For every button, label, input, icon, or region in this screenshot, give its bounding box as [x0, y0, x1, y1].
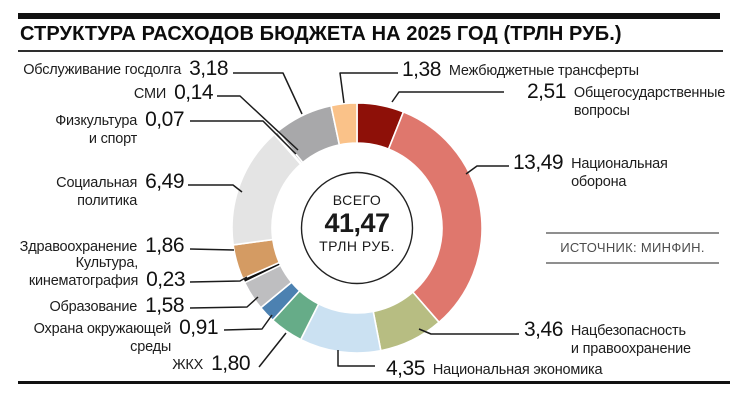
callout-value: 13,49	[513, 151, 564, 174]
title-underline	[18, 50, 723, 52]
leader-obrazovanie	[189, 296, 259, 309]
callout-label: Национальная экономика	[432, 362, 603, 378]
callout-obshchegos: 2,51 Общегосударственные вопросы	[527, 80, 726, 120]
callout-label: Общегосударственные	[573, 85, 726, 101]
callout-value: 2,51	[527, 80, 566, 103]
callout-ekonomika: 4,35 Национальная экономика	[386, 357, 603, 380]
source-note: ИСТОЧНИК: МИНФИН.	[546, 232, 719, 264]
donut-segments	[231, 102, 483, 354]
callout-value: 0,07	[145, 108, 184, 131]
callout-value: 1,38	[402, 58, 441, 81]
top-rule	[18, 13, 720, 19]
page-title: СТРУКТУРА РАСХОДОВ БЮДЖЕТА НА 2025 ГОД (…	[20, 23, 622, 45]
callout-natsbez: 3,46 Нацбезопасность и правоохранение	[524, 318, 691, 358]
callout-label: Здравоохранение	[19, 239, 138, 255]
callout-label: политика	[77, 193, 138, 209]
callout-value: 0,14	[174, 81, 213, 104]
donut-center-circle	[300, 171, 414, 285]
donut-segment-1[interactable]	[387, 110, 483, 324]
leader-ekonomika	[337, 350, 375, 367]
leader-kultura	[189, 276, 248, 283]
callout-label: Охрана окружающей	[33, 321, 172, 337]
callout-value: 1,80	[211, 352, 250, 375]
callout-label: Образование	[49, 299, 138, 315]
leader-zhkh	[258, 332, 287, 368]
callout-socpolitika: Социальная политика 6,49	[56, 170, 184, 210]
bottom-rule	[18, 381, 730, 384]
center-total-value: 41,47	[324, 208, 390, 238]
center-total-caption: ВСЕГО	[332, 192, 382, 208]
leader-mezhbyudzhet	[339, 72, 398, 104]
callout-label: кинематография	[28, 273, 139, 289]
callout-zdrav: Здравоохранение 1,86	[19, 234, 185, 257]
callout-value: 0,91	[179, 316, 218, 339]
callout-label: вопросы	[573, 103, 630, 119]
callout-label: среды	[130, 339, 172, 355]
donut-center-label: ВСЕГО 41,47 ТРЛН РУБ.	[287, 192, 427, 254]
callout-label: ЖКХ	[172, 357, 204, 373]
callout-value: 1,86	[145, 234, 184, 257]
callout-label: СМИ	[133, 86, 167, 102]
leader-obshchegos	[391, 91, 504, 103]
leader-oborona	[465, 165, 509, 175]
leader-lines	[188, 72, 519, 368]
callout-obrazovanie: Образование 1,58	[49, 294, 184, 317]
callout-label: Обслуживание госдолга	[23, 62, 182, 78]
leader-zdrav	[189, 248, 235, 251]
callout-label: Социальная	[56, 175, 138, 191]
callout-label: и спорт	[88, 131, 138, 147]
callout-smi: СМИ 0,14	[133, 81, 214, 104]
callout-label: Культура,	[75, 255, 139, 271]
callout-kultura: Культура, кинематография 0,23	[28, 254, 186, 291]
callout-label: Межбюджетные трансферты	[448, 63, 639, 79]
callout-label: и правоохранение	[570, 341, 691, 357]
leader-gosdolg	[233, 72, 303, 115]
callout-value: 0,23	[146, 268, 185, 291]
callout-fizkultura: Физкультура и спорт 0,07	[55, 108, 184, 148]
source-text: ИСТОЧНИК: МИНФИН.	[560, 240, 705, 255]
donut-segment-13[interactable]	[330, 102, 358, 146]
callout-label: Национальная	[571, 156, 668, 172]
leader-socpolitika	[188, 184, 243, 193]
leader-smi	[217, 95, 299, 151]
callout-label: оборона	[571, 174, 627, 190]
callout-value: 4,35	[386, 357, 425, 380]
callout-gosdolg: Обслуживание госдолга 3,18	[23, 57, 228, 80]
callout-mezhbyudzhet: 1,38 Межбюджетные трансферты	[402, 58, 639, 81]
callout-label: Нацбезопасность	[570, 323, 686, 339]
callout-label: Физкультура	[55, 113, 138, 129]
callout-zhkh: ЖКХ 1,80	[172, 352, 250, 375]
callout-value: 6,49	[145, 170, 184, 193]
leader-fizkultura	[190, 120, 297, 155]
callout-value: 1,58	[145, 294, 184, 317]
leader-natsbez	[418, 328, 519, 335]
callout-value: 3,18	[189, 57, 228, 80]
center-total-units: ТРЛН РУБ.	[319, 238, 395, 254]
callout-value: 3,46	[524, 318, 563, 341]
callout-oborona: 13,49 Национальная оборона	[513, 151, 668, 191]
leader-ohrana	[223, 314, 273, 331]
callout-ohrana: Охрана окружающей среды 0,91	[33, 316, 219, 356]
